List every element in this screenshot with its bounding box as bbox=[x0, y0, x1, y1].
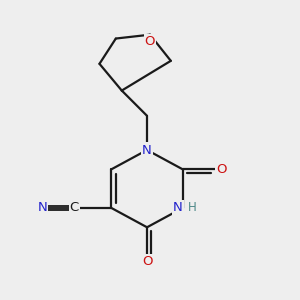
Text: C: C bbox=[70, 202, 79, 214]
Text: O: O bbox=[142, 255, 152, 268]
Text: O: O bbox=[216, 163, 227, 176]
Text: N: N bbox=[173, 202, 183, 214]
Text: O: O bbox=[145, 35, 155, 48]
Text: H: H bbox=[188, 202, 197, 214]
Text: N: N bbox=[38, 202, 47, 214]
Text: N: N bbox=[142, 143, 152, 157]
